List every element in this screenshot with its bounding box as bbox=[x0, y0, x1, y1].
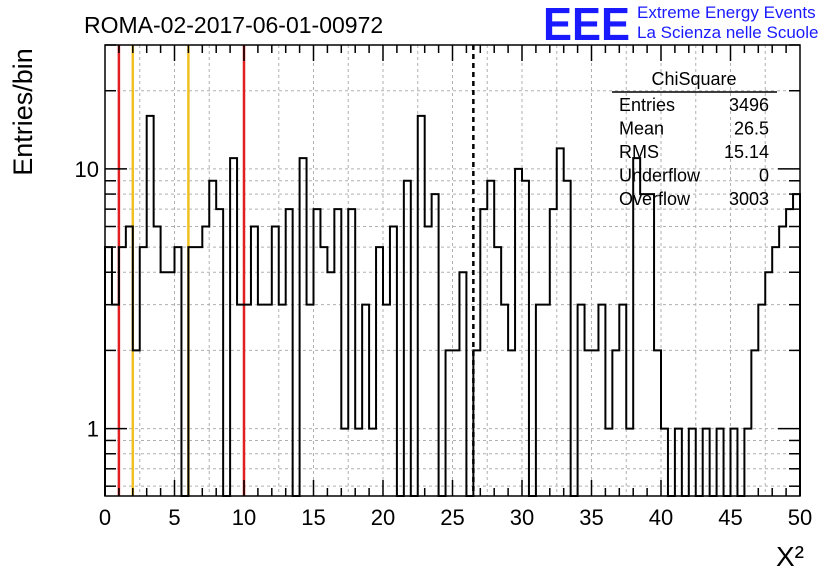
y-axis-label: Entries/bin bbox=[8, 48, 38, 176]
stats-row-value: 3496 bbox=[729, 95, 769, 115]
x-tick-label: 35 bbox=[579, 505, 603, 530]
x-tick-label: 45 bbox=[718, 505, 742, 530]
logo-letters: EEE bbox=[543, 0, 630, 50]
x-tick-label: 15 bbox=[301, 505, 325, 530]
stats-row-value: 0 bbox=[759, 166, 769, 186]
stats-rows: Entries 3496 Mean 26.5 RMS 15.14 Underflow 0 Ove… bbox=[619, 95, 769, 209]
stats-title: ChiSquare bbox=[651, 69, 736, 89]
chart-title: ROMA-02-2017-06-01-00972 bbox=[84, 12, 383, 38]
logo-line-1: Extreme Energy Events bbox=[637, 3, 816, 22]
x-tick-label: 0 bbox=[99, 505, 111, 530]
x-tick-label: 40 bbox=[649, 505, 673, 530]
x-tick-label: 5 bbox=[168, 505, 180, 530]
stats-row-label: Entries bbox=[619, 95, 675, 115]
y-tick-label: 10 bbox=[75, 157, 99, 182]
x-tick-label: 20 bbox=[371, 505, 395, 530]
x-tick-label: 50 bbox=[788, 505, 812, 530]
logo-line-2: La Scienza nelle Scuole bbox=[637, 23, 818, 42]
x-tick-label: 10 bbox=[232, 505, 256, 530]
x-axis: 0 5 10 15 20 25 30 35 40 45 50 bbox=[99, 45, 812, 530]
eee-logo: EEE Extreme Energy Events La Scienza nel… bbox=[543, 0, 818, 50]
stats-row-label: Overflow bbox=[619, 189, 691, 209]
y-tick-label: 1 bbox=[87, 417, 99, 442]
stats-row-value: 15.14 bbox=[724, 142, 769, 162]
x-tick-label: 25 bbox=[440, 505, 464, 530]
stats-box: ChiSquare Entries 3496 Mean 26.5 RMS 15.14 Und… bbox=[612, 69, 777, 209]
x-tick-label: 30 bbox=[510, 505, 534, 530]
stats-row-label: Mean bbox=[619, 119, 664, 139]
stats-row-value: 26.5 bbox=[734, 119, 769, 139]
stats-row-value: 3003 bbox=[729, 189, 769, 209]
y-axis: 1 10 bbox=[75, 44, 800, 487]
stats-row-label: Underflow bbox=[619, 166, 701, 186]
x-axis-label: X² bbox=[776, 541, 804, 572]
histogram-series bbox=[104, 114, 801, 497]
stats-row-label: RMS bbox=[619, 142, 659, 162]
